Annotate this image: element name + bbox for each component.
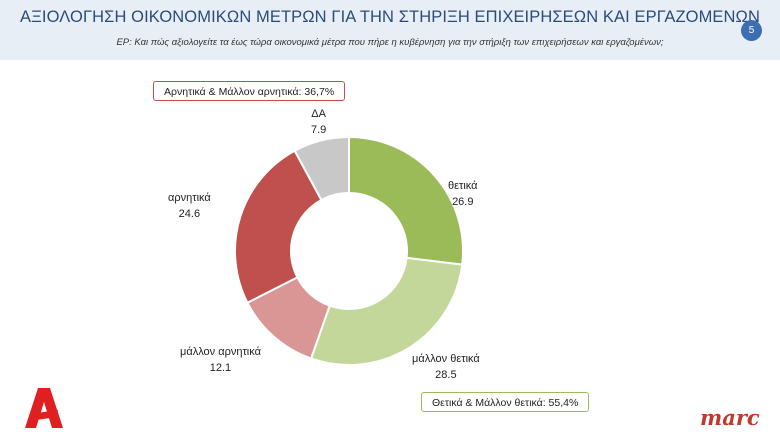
slice-arnitika bbox=[234, 149, 323, 305]
label-thetika-value: 26.9 bbox=[452, 196, 474, 208]
channel-logo-icon bbox=[25, 388, 63, 428]
label-arnitika-name: αρνητικά bbox=[168, 192, 211, 204]
positive-summary-box: Θετικά & Μάλλον θετικά: 55,4% bbox=[421, 392, 590, 412]
page-title: ΑΞΙΟΛΟΓΗΣΗ ΟΙΚΟΝΟΜΙΚΩΝ ΜΕΤΡΩΝ ΓΙΑ ΤΗΝ ΣΤ… bbox=[19, 8, 760, 26]
negative-summary-box: Αρνητικά & Μάλλον αρνητικά: 36,7% bbox=[153, 81, 346, 101]
label-mallon-thetika-name: μάλλον θετικά bbox=[412, 353, 480, 365]
slice-thetika bbox=[348, 135, 464, 266]
label-mallon-thetika: μάλλον θετικά 28.5 bbox=[412, 351, 480, 383]
label-arnitika: αρνητικά 24.6 bbox=[168, 190, 211, 222]
header-bar bbox=[0, 0, 780, 60]
question-subtitle: ΕΡ: Και πώς αξιολογείτε τα έως τώρα οικο… bbox=[116, 37, 664, 48]
label-da-value: 7.9 bbox=[311, 124, 327, 136]
label-arnitika-value: 24.6 bbox=[178, 208, 201, 220]
label-da: ΔΑ 7.9 bbox=[311, 106, 326, 138]
slice-mallon-thetika bbox=[309, 256, 464, 366]
label-mallon-thetika-value: 28.5 bbox=[435, 369, 457, 381]
slice-da bbox=[293, 135, 350, 202]
label-mallon-arnitika-name: μάλλον αρνητικά bbox=[180, 346, 261, 358]
label-da-name: ΔΑ bbox=[311, 108, 326, 120]
marc-logo: marc bbox=[700, 405, 760, 430]
page-number-badge: 5 bbox=[741, 20, 762, 41]
label-mallon-arnitika: μάλλον αρνητικά 12.1 bbox=[180, 344, 261, 376]
label-mallon-arnitika-value: 12.1 bbox=[209, 362, 232, 374]
label-thetika-name: θετικά bbox=[448, 180, 478, 192]
label-thetika: θετικά 26.9 bbox=[448, 178, 478, 210]
